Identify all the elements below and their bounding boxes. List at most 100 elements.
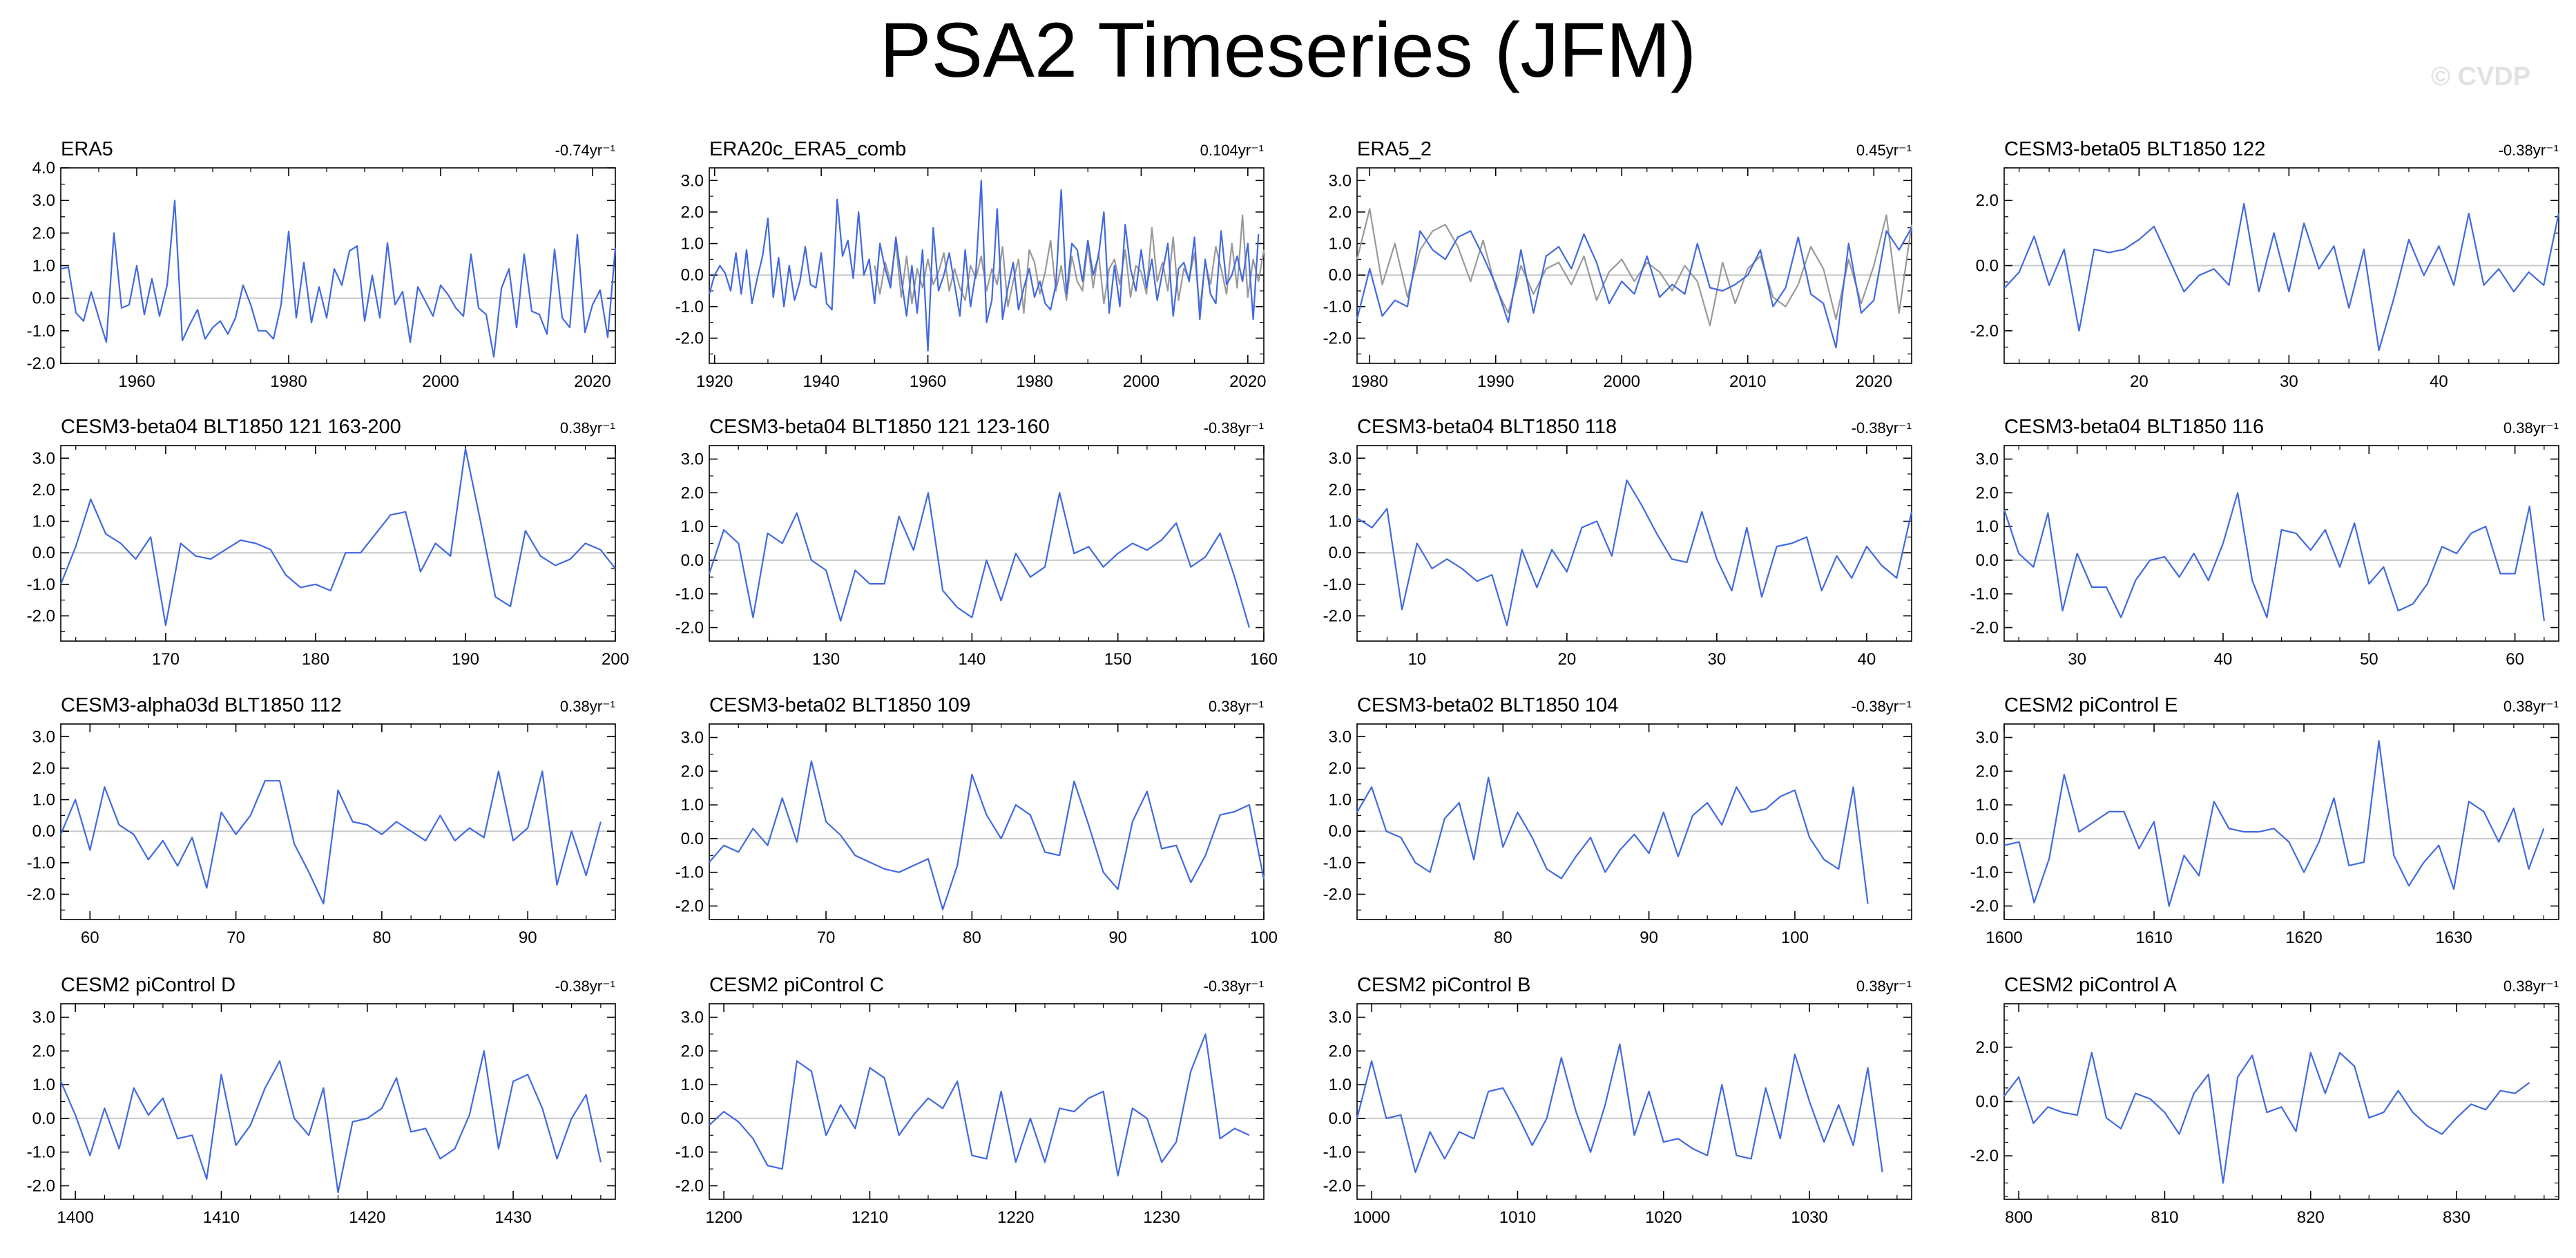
y-tick-label: 3.0 — [1976, 450, 1999, 469]
panel-16: -2.0 0.0 2.0 800 810 820 830 CESM2 piControl A 0… — [1970, 974, 2559, 1227]
y-tick-label: -1.0 — [27, 854, 55, 873]
panel-2: -2.0 -1.0 0.0 1.0 2.0 3.0 1920 1940 1960 1980 2000… — [675, 138, 1267, 391]
y-tick-label: 1.0 — [681, 796, 704, 814]
y-tick-label: 2.0 — [681, 762, 704, 781]
plot-frame — [1356, 167, 1912, 364]
x-tick-label: 50 — [2360, 650, 2378, 669]
x-tick-label: 190 — [452, 650, 479, 669]
y-tick-label: -2.0 — [1970, 1147, 1999, 1165]
panel-title: CESM2 piControl A — [2004, 974, 2177, 996]
y-tick-label: 0.0 — [1976, 1093, 1999, 1112]
plot-frame — [709, 723, 1265, 920]
y-tick-label: 1.0 — [1976, 796, 1999, 814]
panel-title: CESM3-alpha03d BLT1850 112 — [61, 694, 342, 716]
y-tick-label: -2.0 — [1323, 607, 1352, 625]
y-tick-label: 0.0 — [1976, 830, 1999, 848]
x-tick-label: 1020 — [1645, 1208, 1682, 1227]
panel-title: CESM3-beta02 BLT1850 109 — [709, 694, 970, 716]
x-tick-label: 1630 — [2435, 928, 2472, 947]
plot-frame — [2003, 445, 2559, 642]
y-tick-label: -1.0 — [675, 864, 704, 882]
panel-title: ERA20c_ERA5_comb — [709, 138, 906, 160]
x-tick-label: 2000 — [1123, 372, 1160, 391]
y-tick-label: 3.0 — [1329, 449, 1352, 468]
y-tick-label: 3.0 — [681, 450, 704, 469]
y-tick-label: -2.0 — [1323, 885, 1352, 904]
series-line-primary — [60, 200, 617, 358]
x-tick-label: 1230 — [1143, 1208, 1180, 1227]
x-tick-label: 40 — [2430, 372, 2448, 391]
y-tick-label: 0.0 — [681, 551, 704, 570]
trend-label: 0.45yr⁻¹ — [1856, 142, 1912, 159]
trend-label: -0.74yr⁻¹ — [555, 142, 615, 159]
y-tick-label: 1.0 — [32, 791, 55, 810]
y-tick-label: 2.0 — [1976, 191, 1999, 210]
x-tick-label: 1600 — [1986, 928, 2022, 947]
x-tick-label: 830 — [2443, 1208, 2470, 1227]
y-tick-label: -1.0 — [1323, 1143, 1352, 1162]
series-line-primary — [2003, 740, 2545, 907]
y-tick-label: -1.0 — [1323, 854, 1352, 873]
panel-1: -2.0 -1.0 0.0 1.0 2.0 3.0 4.0 1960 1980 2000 2020 E… — [27, 138, 617, 391]
y-tick-label: 3.0 — [32, 449, 55, 468]
x-tick-label: 150 — [1104, 650, 1132, 669]
x-tick-label: 1200 — [705, 1208, 742, 1227]
panel-title: CESM2 piControl E — [2004, 694, 2178, 716]
y-tick-label: 2.0 — [1329, 1042, 1352, 1060]
x-tick-label: 1610 — [2135, 928, 2172, 947]
series-line-primary — [2003, 1051, 2530, 1184]
y-tick-label: 2.0 — [1976, 1038, 1999, 1057]
y-tick-label: -1.0 — [675, 298, 704, 316]
x-tick-label: 2010 — [1729, 372, 1766, 391]
y-tick-label: 1.0 — [1329, 1076, 1352, 1094]
watermark: © CVDP — [2431, 62, 2531, 91]
y-tick-label: -2.0 — [27, 1176, 55, 1195]
x-tick-label: 1420 — [349, 1208, 385, 1227]
x-tick-label: 820 — [2297, 1208, 2325, 1227]
series-line-primary — [709, 760, 1265, 911]
x-tick-label: 1960 — [910, 372, 946, 391]
y-tick-label: 3.0 — [32, 727, 55, 746]
x-tick-label: 100 — [1781, 928, 1809, 947]
x-tick-label: 1980 — [1352, 372, 1388, 391]
y-tick-label: 3.0 — [32, 191, 55, 210]
y-tick-label: 1.0 — [1329, 791, 1352, 810]
series-line-primary — [2003, 492, 2545, 621]
page-title: PSA2 Timeseries (JFM) — [879, 7, 1697, 93]
y-tick-label: -1.0 — [27, 575, 55, 594]
x-tick-label: 1620 — [2285, 928, 2322, 947]
panel-title: ERA5_2 — [1357, 138, 1432, 160]
x-tick-label: 800 — [2005, 1208, 2032, 1227]
x-tick-label: 1990 — [1477, 372, 1514, 391]
series-line-primary — [709, 1033, 1250, 1176]
y-tick-label: 1.0 — [681, 517, 704, 536]
y-tick-label: 2.0 — [32, 481, 55, 499]
trend-label: 0.38yr⁻¹ — [560, 419, 615, 437]
panel-title: CESM3-beta04 BLT1850 116 — [2004, 416, 2264, 438]
y-tick-label: -1.0 — [1970, 864, 1999, 882]
series-line-primary — [708, 492, 1250, 628]
plot-frame — [60, 445, 616, 642]
trend-label: -0.38yr⁻¹ — [555, 978, 615, 995]
y-tick-label: 2.0 — [1329, 481, 1352, 499]
x-tick-label: 20 — [1557, 650, 1576, 669]
y-tick-label: 3.0 — [1976, 729, 1999, 747]
series-line-primary — [1356, 1043, 1883, 1174]
series-line-primary — [1356, 479, 1913, 627]
y-tick-label: 0.0 — [1976, 257, 1999, 276]
y-tick-label: 0.0 — [32, 544, 55, 562]
x-tick-label: 1980 — [1016, 372, 1052, 391]
panel-title: CESM2 piControl D — [61, 974, 236, 996]
y-tick-label: 0.0 — [1329, 266, 1352, 285]
y-tick-label: -1.0 — [27, 322, 55, 341]
panel-title: CESM3-beta04 BLT1850 121 123-160 — [709, 416, 1050, 438]
x-tick-label: 200 — [602, 650, 629, 669]
panel-7: -2.0 -1.0 0.0 1.0 2.0 3.0 10 20 30 40 CESM3-beta04… — [1323, 416, 1913, 669]
y-tick-label: -2.0 — [1970, 322, 1999, 341]
x-tick-label: 180 — [302, 650, 329, 669]
y-tick-label: -2.0 — [675, 618, 704, 637]
panel-11: -2.0 -1.0 0.0 1.0 2.0 3.0 80 90 100 CESM3-beta02 … — [1323, 694, 1912, 947]
x-tick-label: 30 — [2280, 372, 2298, 391]
plot-frame — [60, 723, 616, 920]
x-tick-label: 70 — [227, 928, 245, 947]
